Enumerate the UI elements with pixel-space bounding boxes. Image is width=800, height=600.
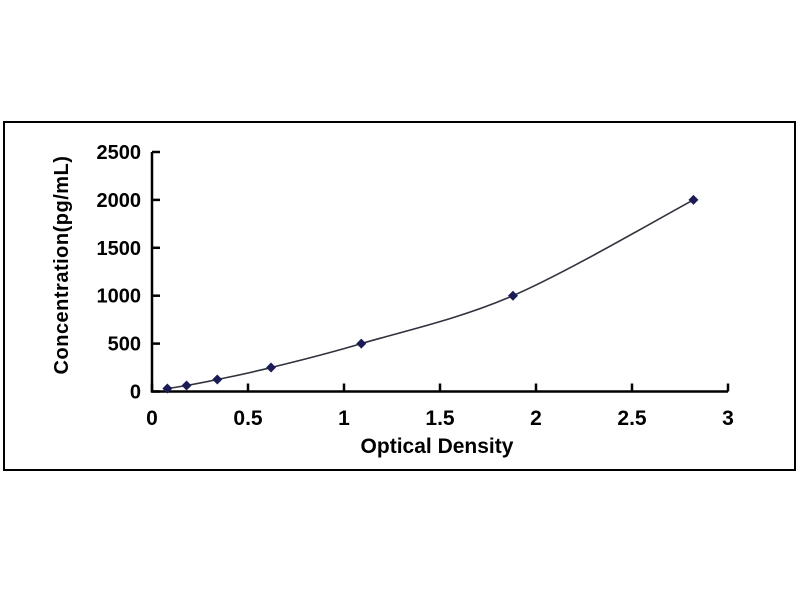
x-tick-label: 2 bbox=[530, 407, 542, 430]
y-tick-label: 2500 bbox=[97, 142, 142, 164]
data-point-marker bbox=[266, 362, 277, 373]
y-tick-label: 1500 bbox=[97, 238, 142, 260]
y-tick-label: 2000 bbox=[97, 190, 142, 212]
standard-curve-line bbox=[167, 199, 694, 390]
x-axis-title: Optical Density bbox=[360, 435, 514, 458]
y-axis-title: Concentration(pg/mL) bbox=[51, 155, 73, 375]
data-point-marker bbox=[181, 380, 192, 391]
chart-frame bbox=[3, 121, 796, 471]
y-tick-label: 500 bbox=[108, 334, 141, 356]
axes bbox=[150, 152, 728, 393]
x-tick-label: 3 bbox=[722, 407, 734, 430]
x-tick-label: 0.5 bbox=[233, 407, 263, 430]
y-tick-label: 1000 bbox=[97, 286, 142, 308]
data-point-marker bbox=[162, 383, 173, 394]
x-tick-label: 0 bbox=[146, 407, 158, 430]
data-point-marker bbox=[356, 338, 367, 349]
data-point-marker bbox=[212, 374, 223, 385]
x-tick-label: 1.5 bbox=[425, 407, 455, 430]
y-tick-label: 0 bbox=[130, 382, 141, 404]
x-tick-label: 2.5 bbox=[617, 407, 647, 430]
x-tick-label: 1 bbox=[338, 407, 350, 430]
data-point-marker bbox=[688, 194, 699, 205]
data-point-marker bbox=[507, 290, 518, 301]
